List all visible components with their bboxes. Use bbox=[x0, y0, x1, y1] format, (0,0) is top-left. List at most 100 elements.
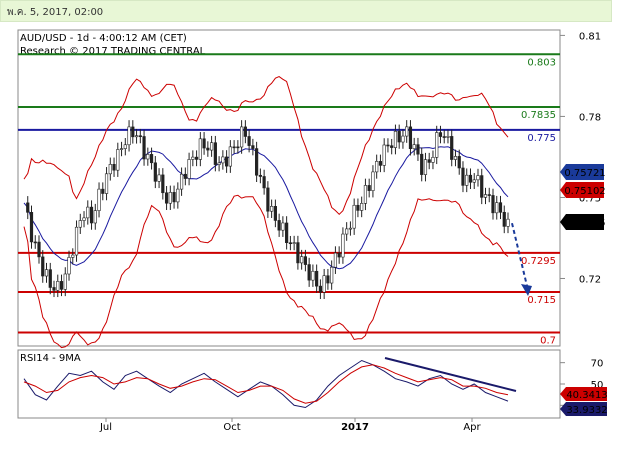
candle-body bbox=[138, 135, 142, 137]
price-tick-label: 0.75 bbox=[579, 193, 601, 204]
candle-body bbox=[390, 145, 394, 148]
lower-band-line bbox=[23, 194, 509, 349]
candle-body bbox=[56, 281, 60, 291]
candle-body bbox=[232, 146, 236, 149]
rsi-trendline bbox=[384, 357, 517, 392]
date-label: พ.ค. 5, 2017, 02:00 bbox=[7, 7, 104, 18]
candle-body bbox=[393, 131, 398, 148]
candle-body bbox=[164, 192, 169, 204]
candle-body bbox=[341, 233, 345, 258]
candle-body bbox=[112, 164, 116, 171]
time-tick-label: Oct bbox=[223, 422, 240, 433]
time-tick-label: Jul bbox=[99, 422, 112, 433]
candle-body bbox=[333, 252, 338, 268]
rsi-marker-box bbox=[560, 387, 607, 401]
candle-body bbox=[255, 148, 259, 176]
level-label: 0.803 bbox=[527, 57, 556, 68]
candle-body bbox=[33, 241, 37, 244]
candle-body bbox=[93, 210, 97, 224]
candle-body bbox=[435, 132, 439, 158]
candle-body bbox=[431, 157, 435, 163]
candle-body bbox=[476, 175, 480, 181]
candle-body bbox=[363, 185, 368, 204]
candle-body bbox=[258, 174, 262, 177]
candle-body bbox=[97, 188, 101, 211]
candle-body bbox=[153, 162, 157, 182]
candle-body bbox=[273, 206, 277, 221]
price-tick-label: 0.81 bbox=[579, 31, 601, 42]
rsi-panel bbox=[17, 349, 561, 419]
candle-body bbox=[472, 179, 476, 183]
candle-body bbox=[240, 126, 244, 148]
candle-body bbox=[345, 228, 349, 235]
candle-body bbox=[330, 266, 334, 284]
candle-body bbox=[457, 156, 461, 169]
candle-body bbox=[405, 126, 409, 137]
candle-body bbox=[487, 194, 491, 196]
candle-body bbox=[176, 188, 180, 203]
rsi-marker-box bbox=[560, 402, 607, 416]
candle-body bbox=[465, 174, 469, 186]
candle-body bbox=[450, 136, 454, 160]
candle-body bbox=[315, 270, 319, 287]
candle-body bbox=[134, 135, 139, 138]
time-tick-label: Apr bbox=[463, 422, 481, 433]
candle-body bbox=[119, 148, 124, 150]
candle-body bbox=[217, 162, 221, 165]
candle-body bbox=[281, 222, 285, 231]
candle-body bbox=[480, 175, 484, 198]
candle-body bbox=[483, 194, 488, 198]
price-axis: 0.81 0.78 0.75 0.72 0.75721 0.75102 0.73935 bbox=[560, 31, 606, 285]
research-credit: Research © 2017 TRADING CENTRAL bbox=[20, 46, 206, 57]
candle-body bbox=[104, 173, 109, 194]
candle-body bbox=[183, 173, 187, 179]
candle-body bbox=[322, 275, 326, 293]
candle-body bbox=[187, 159, 191, 179]
candle-body bbox=[131, 126, 135, 138]
candle-body bbox=[397, 131, 401, 143]
time-tick-label: 2017 bbox=[341, 422, 369, 433]
candle-body bbox=[157, 174, 161, 182]
candle-body bbox=[82, 217, 86, 221]
level-lines: 0.803 0.7835 0.775 0.7295 0.715 0.7 bbox=[18, 53, 560, 346]
candle-body bbox=[378, 161, 383, 166]
candle-body bbox=[292, 242, 296, 244]
moving-average-line bbox=[23, 146, 509, 270]
candle-body bbox=[251, 145, 255, 149]
level-label: 0.775 bbox=[527, 133, 556, 144]
candle-body bbox=[491, 195, 495, 214]
candle-body bbox=[416, 144, 420, 155]
candle-body bbox=[213, 142, 217, 165]
forecast-arrow bbox=[511, 222, 532, 296]
candle-body bbox=[202, 138, 206, 149]
candle-body bbox=[371, 171, 375, 191]
price-panel bbox=[17, 29, 561, 347]
candle-body bbox=[423, 159, 428, 175]
candle-body bbox=[303, 256, 307, 265]
forecast-arrowhead bbox=[521, 283, 532, 296]
candle-body bbox=[243, 126, 247, 137]
rsi-tick-label: 50 bbox=[591, 380, 604, 391]
candle-body bbox=[74, 226, 79, 256]
candle-body bbox=[498, 202, 503, 213]
forecast-line bbox=[511, 222, 528, 287]
candle-body bbox=[172, 192, 176, 203]
candle-body bbox=[326, 275, 330, 284]
price-marker-label: 0.75102 bbox=[564, 186, 605, 197]
candle-body bbox=[401, 135, 405, 143]
candle-body bbox=[86, 206, 90, 219]
candle-body bbox=[495, 202, 499, 214]
candle-body bbox=[300, 256, 304, 264]
candle-body bbox=[461, 167, 465, 186]
candle-body bbox=[442, 136, 446, 138]
candle-body bbox=[367, 185, 371, 191]
candle-body bbox=[506, 218, 510, 227]
level-label: 0.7 bbox=[540, 335, 556, 346]
price-tick-label: 0.78 bbox=[579, 112, 601, 123]
candle-body bbox=[29, 212, 34, 243]
candle-body bbox=[386, 144, 390, 147]
candle-body bbox=[382, 144, 386, 166]
candle-body bbox=[348, 227, 353, 230]
